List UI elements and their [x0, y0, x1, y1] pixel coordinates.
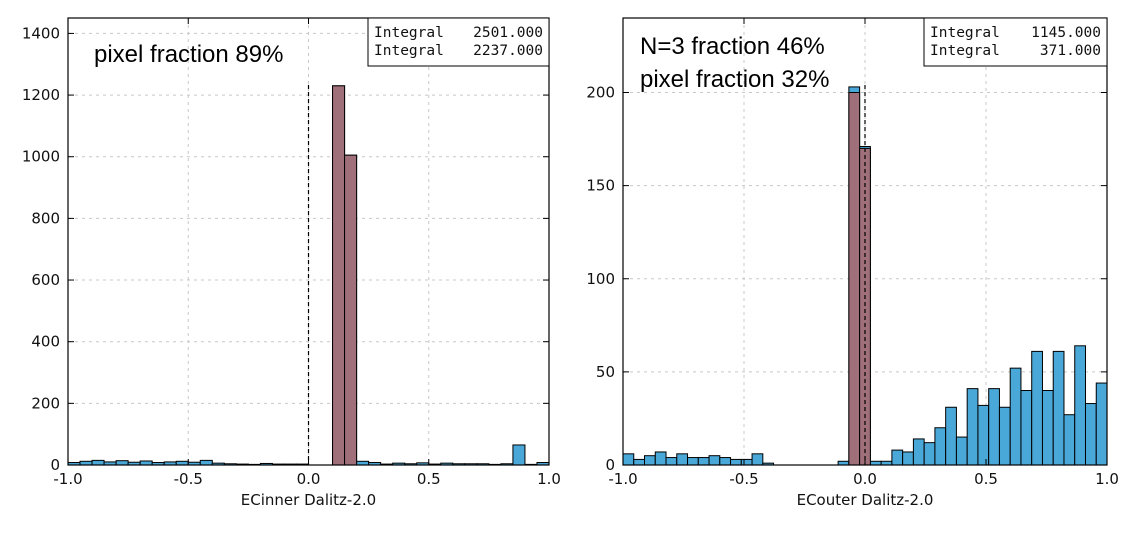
histogram-bar: [139, 460, 153, 466]
y-tick-label: 600: [31, 271, 60, 289]
x-tick-label: 0.0: [853, 470, 877, 488]
x-tick-label: -1.0: [53, 470, 82, 488]
x-tick-label: -1.0: [608, 470, 637, 488]
histogram-bar: [955, 436, 968, 466]
stats-box: [923, 17, 1108, 67]
histogram-bar: [633, 458, 646, 466]
x-axis-label: ECouter Dalitz-2.0: [797, 491, 934, 509]
histogram-bar: [719, 457, 732, 466]
chart-panel-1: -1.0 -0.5 0.0 0.5 1.0 0 200 400 600 800 1000 1200 14…: [22, 17, 561, 509]
histogram-bar: [751, 453, 764, 466]
histogram-bar: [622, 453, 635, 466]
histogram-bar: [740, 458, 753, 466]
y-tick-label: 400: [31, 333, 60, 351]
y-tick-label: 100: [586, 270, 615, 288]
histogram-bar: [644, 455, 656, 466]
histogram-bar: [654, 451, 667, 466]
y-tick-label: 1200: [22, 86, 60, 104]
fraction-annotation: pixel fraction 89%: [94, 41, 283, 68]
fraction-annotation: N=3 fraction 46%: [640, 33, 825, 60]
stats-value: 2501.000: [473, 25, 543, 41]
y-tick-label: 50: [596, 363, 615, 381]
x-axis-label: ECinner Dalitz-2.0: [241, 491, 376, 509]
highlight-bar: [332, 85, 346, 466]
x-tick-label: 1.0: [537, 470, 561, 488]
histogram-bar: [1063, 414, 1076, 466]
histogram-bar: [199, 459, 213, 466]
histogram-bar: [1095, 382, 1108, 466]
stats-label: Integral: [374, 43, 444, 59]
y-tick-label: 200: [586, 84, 615, 102]
histogram-bar: [708, 455, 721, 466]
histogram-bar: [1031, 350, 1043, 466]
histogram-bar: [902, 451, 914, 466]
x-tick-label: 0.0: [297, 470, 321, 488]
histogram-bar: [687, 457, 699, 466]
y-tick-label: 800: [31, 209, 60, 227]
stats-value: 2237.000: [473, 43, 543, 59]
histogram-bar: [665, 457, 678, 466]
highlight-bar: [848, 92, 861, 466]
histogram-bar: [697, 457, 710, 466]
histogram-bar: [977, 404, 990, 466]
y-tick-label: 150: [586, 177, 615, 195]
histogram-bar: [934, 427, 947, 466]
highlight-bar: [344, 154, 358, 466]
stats-box: [367, 17, 550, 67]
histogram-bar: [1009, 367, 1022, 466]
histogram-bar: [923, 442, 936, 466]
histogram-bar: [891, 449, 904, 466]
histogram-bar: [1041, 390, 1054, 466]
histogram-bar: [966, 388, 979, 466]
histogram-bar: [91, 459, 105, 466]
histogram-bar: [945, 406, 957, 466]
stats-value: 1145.000: [1031, 25, 1101, 41]
y-tick-label: 0: [605, 456, 615, 474]
histogram-bar: [730, 458, 742, 466]
histogram-bar: [1052, 350, 1065, 466]
stats-value: 371.000: [1040, 43, 1101, 59]
chart-panel-2: -1.0 -0.5 0.0 0.5 1.0 0 50 100 150 200 ECouter Dal…: [586, 17, 1119, 509]
x-tick-label: 0.5: [974, 470, 998, 488]
x-tick-label: 0.5: [417, 470, 441, 488]
histogram-bar: [912, 438, 925, 466]
histogram-bar: [1020, 390, 1033, 466]
histogram-bar: [115, 460, 129, 466]
y-tick-label: 1000: [22, 148, 60, 166]
y-tick-label: 0: [50, 456, 60, 474]
histogram-bar: [998, 406, 1011, 466]
y-tick-label: 1400: [22, 24, 60, 42]
x-tick-label: -0.5: [174, 470, 203, 488]
fraction-annotation: pixel fraction 32%: [640, 66, 829, 93]
stats-label: Integral: [930, 43, 1000, 59]
histogram-bar: [1074, 345, 1086, 466]
stats-label: Integral: [374, 25, 444, 41]
stats-label: Integral: [930, 25, 1000, 41]
x-tick-label: -0.5: [729, 470, 758, 488]
histogram-bar: [1084, 403, 1097, 466]
y-tick-label: 200: [31, 394, 60, 412]
x-tick-label: 1.0: [1095, 470, 1119, 488]
histogram-bar: [512, 444, 526, 466]
histogram-bar: [676, 453, 689, 466]
histogram-bar: [988, 388, 1000, 466]
